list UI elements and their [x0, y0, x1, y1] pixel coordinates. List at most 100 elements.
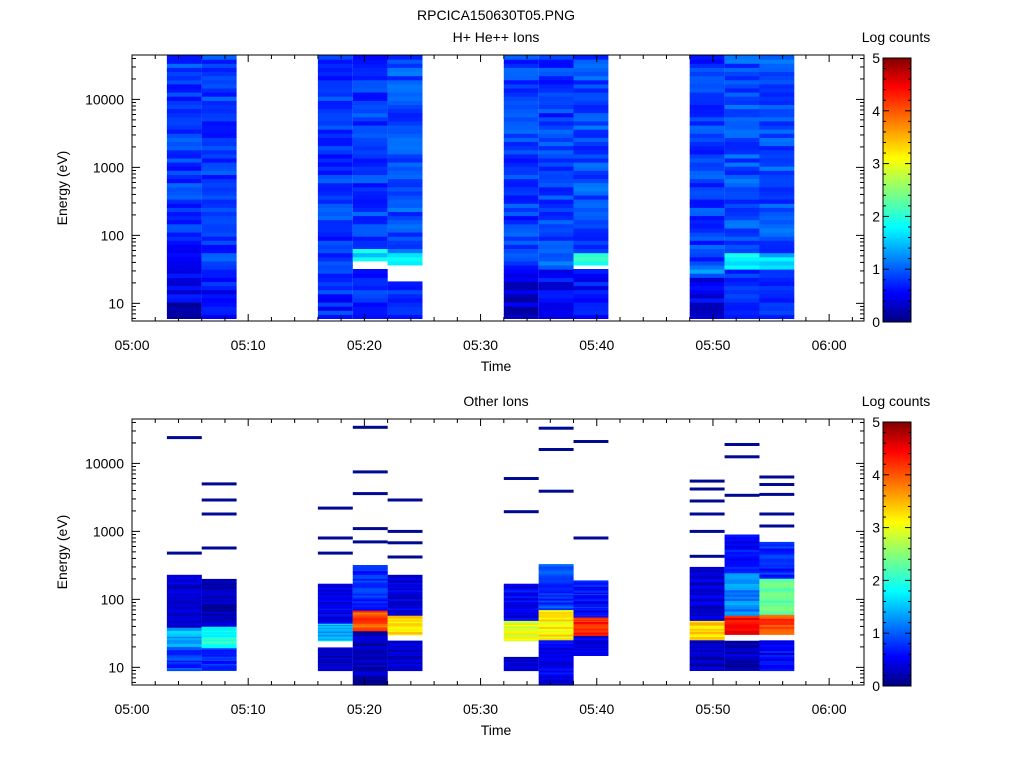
spectrogram-cell: [759, 174, 795, 180]
spectrogram-cell: [317, 583, 353, 586]
single-count-line: [201, 482, 237, 486]
spectrogram-cell: [759, 554, 795, 557]
spectrogram-cell: [387, 579, 423, 582]
spectrogram-cell: [689, 194, 725, 200]
spectrogram-cell: [352, 108, 388, 114]
single-count-line: [317, 551, 353, 555]
spectrogram-cell: [166, 669, 202, 672]
spectrogram-cell: [352, 611, 388, 615]
spectrogram-cell: [759, 75, 795, 81]
spectrogram-cell: [317, 665, 353, 667]
spectrogram-cell: [538, 67, 574, 72]
spectrogram-cell: [166, 666, 202, 669]
spectrogram-cell: [724, 137, 760, 142]
spectrogram-cell: [317, 610, 353, 613]
spectrogram-cell: [689, 108, 725, 114]
spectrogram-cell: [166, 269, 202, 274]
spectrogram-cell: [573, 649, 609, 652]
spectrogram-cell: [538, 157, 574, 163]
spectrogram-cell: [201, 669, 237, 671]
spectrogram-cell: [759, 608, 795, 611]
spectrogram-cell: [352, 240, 388, 245]
spectrogram-cell: [689, 576, 725, 579]
spectrogram-cell: [317, 662, 353, 665]
spectrogram-cell: [352, 574, 388, 577]
spectrogram-cell: [166, 657, 202, 660]
x-tick-label: 05:00: [114, 337, 149, 353]
spectrogram-cell: [724, 302, 760, 307]
spectrogram-cell: [201, 608, 237, 611]
spectrogram-cell: [317, 162, 353, 167]
spectrogram-cell: [573, 593, 609, 596]
spectrogram-cell: [759, 166, 795, 171]
panel-title: Other Ions: [463, 393, 528, 409]
spectrogram-cell: [538, 611, 574, 614]
spectrogram-cell: [317, 104, 353, 110]
spectrogram-cell: [503, 248, 539, 254]
spectrogram-cell: [689, 207, 725, 212]
spectrogram-cell: [689, 662, 725, 665]
spectrogram-cell: [689, 630, 725, 633]
spectrogram-cell: [724, 596, 760, 599]
spectrogram-cell: [503, 190, 539, 196]
spectrogram-cell: [538, 112, 574, 118]
spectrogram-cell: [573, 302, 609, 307]
spectrogram-cell: [759, 620, 795, 623]
spectrogram-cell: [538, 668, 574, 671]
spectrogram-cell: [201, 654, 237, 657]
spectrogram-cell: [503, 656, 539, 659]
spectrogram-cell: [724, 260, 760, 266]
spectrogram-cell: [759, 628, 795, 631]
spectrogram-cell: [573, 588, 609, 591]
spectrogram-cell: [166, 166, 202, 171]
spectrogram-cell: [352, 626, 388, 630]
spectrogram-cell: [724, 543, 760, 546]
spectrogram-cell: [317, 623, 353, 625]
spectrogram-cell: [352, 112, 388, 118]
spectrogram-cell: [759, 194, 795, 200]
spectrogram-cell: [689, 149, 725, 155]
spectrogram-cell: [759, 289, 795, 295]
spectrogram-cell: [503, 604, 539, 606]
spectrogram-cell: [573, 629, 609, 632]
spectrogram-cell: [573, 120, 609, 126]
spectrogram-cell: [166, 642, 202, 645]
single-count-line: [317, 506, 353, 510]
spectrogram-cell: [573, 137, 609, 142]
single-count-line: [317, 536, 353, 540]
spectrogram-cell: [503, 182, 539, 188]
spectrogram-cell: [724, 149, 760, 155]
spectrogram-cell: [573, 207, 609, 212]
spectrogram-cell: [689, 657, 725, 660]
spectrogram-cell: [317, 629, 353, 632]
spectrogram-cell: [387, 207, 423, 212]
spectrogram-cell: [352, 120, 388, 126]
spectrogram-cell: [503, 586, 539, 589]
spectrogram-cell: [166, 624, 202, 627]
spectrogram-cell: [724, 256, 760, 262]
spectrogram-cell: [689, 660, 725, 663]
spectrogram-cell: [724, 589, 760, 593]
spectrogram-cell: [759, 632, 795, 635]
spectrogram-cell: [724, 562, 760, 565]
spectrogram-cell: [724, 244, 760, 249]
spectrogram-cell: [352, 306, 388, 311]
spectrogram-cell: [538, 92, 574, 97]
spectrogram-cell: [352, 649, 388, 652]
spectrogram-cell: [352, 104, 388, 110]
spectrogram-cell: [317, 273, 353, 278]
spectrogram-cell: [724, 215, 760, 221]
spectrogram-cell: [759, 660, 795, 663]
spectrogram-cell: [724, 145, 760, 151]
spectrogram-cell: [503, 665, 539, 667]
spectrogram-cell: [387, 244, 423, 249]
spectrogram-cell: [503, 277, 539, 282]
spectrogram-cell: [573, 594, 609, 597]
spectrogram-cell: [689, 655, 725, 659]
spectrogram-cell: [538, 232, 574, 237]
spectrogram-cell: [538, 643, 574, 646]
spectrogram-cell: [573, 641, 609, 644]
spectrogram-cell: [166, 618, 202, 621]
spectrogram-cell: [166, 628, 202, 631]
